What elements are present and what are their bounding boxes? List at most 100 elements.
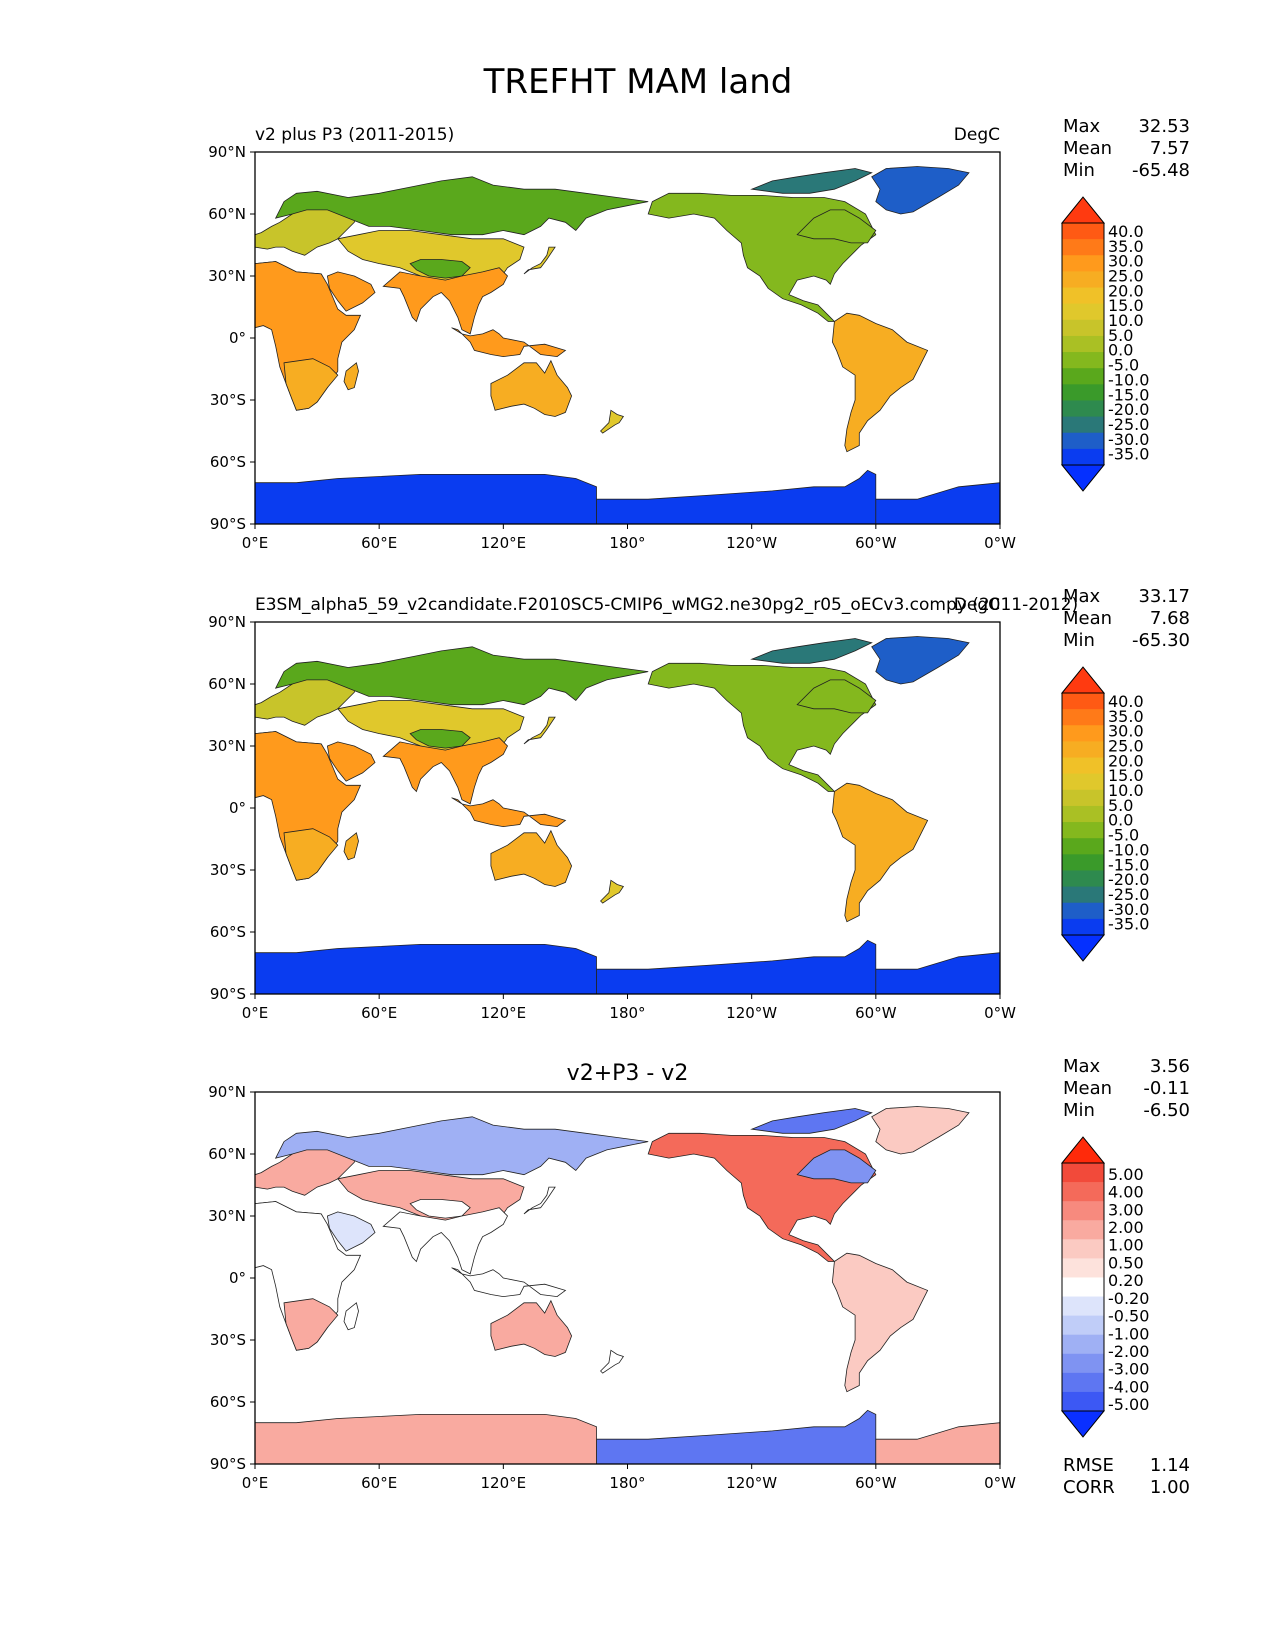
lon-tick-label: 0°W — [984, 1474, 1016, 1492]
lon-tick-label: 120°E — [481, 1004, 527, 1022]
colorbar-tick-label: 2.00 — [1108, 1218, 1144, 1237]
colorbar-segment — [1062, 902, 1104, 920]
lat-tick-label: 30°S — [210, 1331, 246, 1349]
land-south-america — [831, 782, 929, 923]
lat-tick-label: 90°S — [210, 985, 246, 1003]
land-arctic-islands — [750, 168, 873, 194]
colorbar-segment — [1062, 1334, 1104, 1355]
panel-difference: v2+P3 - v2 90°N 60°N 30°N 0° 30°S 60°S 90°S0°E 6… — [208, 1056, 1190, 1498]
colorbar-extend-bottom — [1060, 464, 1106, 492]
lat-tick-label: 90°S — [210, 1455, 246, 1473]
lon-tick-label: 120°E — [481, 1474, 527, 1492]
lon-tick-label: 60°E — [361, 534, 397, 552]
lon-tick-label: 60°E — [361, 1474, 397, 1492]
colorbar-tick-label: 0.0 — [1108, 341, 1133, 360]
land-greenland — [871, 166, 970, 215]
panel-title: v2+P3 - v2 — [567, 1061, 689, 1086]
colorbar-segment — [1062, 303, 1104, 321]
colorbar-tick-label: -2.00 — [1108, 1342, 1149, 1361]
lon-tick-label: 0°E — [242, 534, 269, 552]
colorbar-tick-label: -5.0 — [1108, 356, 1139, 375]
stat-value: 7.68 — [1150, 608, 1190, 629]
colorbar-extend-top — [1060, 196, 1106, 224]
lat-tick-label: 30°N — [208, 267, 246, 285]
metric-label: CORR — [1063, 1477, 1115, 1498]
stat-value: 7.57 — [1150, 138, 1190, 159]
land-greenland — [871, 1106, 970, 1155]
lat-tick-label: 30°N — [208, 1207, 246, 1225]
lon-tick-label: 120°W — [726, 1004, 777, 1022]
lat-tick-label: 60°S — [210, 453, 246, 471]
stat-label: Max — [1063, 116, 1101, 137]
land-madagascar — [343, 1302, 359, 1331]
stat-value: 3.56 — [1150, 1056, 1190, 1077]
stat-value: -65.30 — [1132, 630, 1190, 651]
panel-reference: E3SM_alpha5_59_v2candidate.F2010SC5-CMIP… — [208, 586, 1190, 1022]
lat-tick-label: 90°N — [208, 1083, 246, 1101]
colorbar-tick-label: 0.0 — [1108, 811, 1133, 830]
lon-tick-label: 180° — [609, 534, 645, 552]
colorbar-tick-label: -5.0 — [1108, 826, 1139, 845]
colorbar-tick-label: -30.0 — [1108, 430, 1149, 449]
colorbar-segment — [1062, 368, 1104, 385]
lat-tick-label: 90°N — [208, 613, 246, 631]
stat-label: Min — [1063, 630, 1095, 651]
colorbar-tick-label: 15.0 — [1108, 296, 1144, 315]
colorbar-tick-label: -5.00 — [1108, 1395, 1149, 1414]
colorbar-segment — [1062, 335, 1104, 353]
colorbar-segment — [1062, 1277, 1104, 1298]
lon-tick-label: 60°E — [361, 1004, 397, 1022]
land-arctic-islands — [750, 1108, 873, 1134]
land-arabia — [326, 271, 376, 312]
land-arctic-islands — [750, 638, 873, 664]
colorbar-extend-top — [1060, 666, 1106, 694]
stat-value: 33.17 — [1138, 586, 1190, 607]
land-japan — [523, 246, 556, 275]
colorbar-segment — [1062, 1353, 1104, 1374]
lon-tick-label: 120°E — [481, 534, 527, 552]
colorbar-frame — [1061, 1162, 1105, 1412]
colorbar-segment — [1062, 287, 1104, 305]
land-new-zealand — [600, 409, 625, 434]
colorbar-frame — [1061, 692, 1105, 936]
colorbar-segment — [1062, 886, 1104, 904]
lon-tick-label: 0°E — [242, 1004, 269, 1022]
colorbar-tick-label: -4.00 — [1108, 1377, 1149, 1396]
land-madagascar — [343, 362, 359, 391]
colorbar-segment — [1062, 854, 1104, 871]
colorbar-tick-label: 35.0 — [1108, 237, 1144, 256]
colorbar-tick-label: -3.00 — [1108, 1360, 1149, 1379]
land-south-america — [831, 312, 929, 453]
colorbar-segment — [1062, 822, 1104, 839]
colorbar-tick-label: -20.0 — [1108, 400, 1149, 419]
lat-tick-label: 60°S — [210, 1393, 246, 1411]
colorbar-tick-label: 30.0 — [1108, 252, 1144, 271]
lat-tick-label: 90°S — [210, 515, 246, 533]
colorbar-segment — [1062, 918, 1104, 936]
land-east-antarctica — [254, 1414, 597, 1465]
panel-title: E3SM_alpha5_59_v2candidate.F2010SC5-CMIP… — [255, 595, 1078, 615]
land-north-eurasia — [274, 176, 649, 236]
lat-tick-label: 60°N — [208, 1145, 246, 1163]
colorbar-segment — [1062, 239, 1104, 256]
units-label: DegC — [954, 125, 1000, 145]
land-india-se-asia — [382, 1207, 508, 1275]
colorbar-tick-label: -35.0 — [1108, 445, 1149, 464]
stat-value: 32.53 — [1138, 116, 1190, 137]
land-tibet — [409, 259, 471, 279]
lon-tick-label: 0°E — [242, 1474, 269, 1492]
figure-title: TREFHT MAM land — [483, 62, 793, 102]
colorbar-segment — [1062, 773, 1104, 791]
land-canada-east — [796, 209, 877, 244]
metric-value: 1.14 — [1150, 1455, 1190, 1476]
colorbar-segment — [1062, 352, 1104, 369]
colorbar-segment — [1062, 400, 1104, 418]
colorbar-segment — [1062, 1220, 1104, 1240]
colorbar-segment — [1062, 725, 1104, 742]
stat-label: Mean — [1063, 608, 1112, 629]
colorbar-tick-label: 4.00 — [1108, 1183, 1144, 1202]
panel-test: v2 plus P3 (2011-2015) DegC 90°N 60°N 30°N 0°… — [208, 116, 1190, 552]
land-new-zealand — [600, 879, 625, 904]
colorbar-segment — [1062, 416, 1104, 434]
land-tibet — [409, 729, 471, 749]
